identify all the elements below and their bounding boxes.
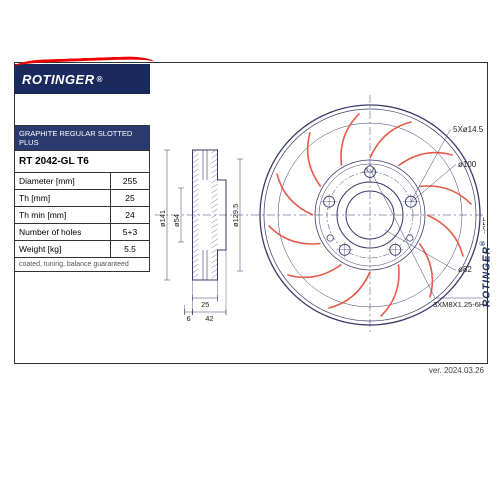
spec-table: GRAPHITE REGULAR SLOTTED PLUS RT 2042-GL… bbox=[14, 125, 150, 272]
svg-text:ø100: ø100 bbox=[458, 160, 477, 169]
product-line: GRAPHITE REGULAR SLOTTED PLUS bbox=[15, 126, 150, 151]
svg-text:5Xø14.5: 5Xø14.5 bbox=[453, 125, 484, 134]
brand-logo: ROTINGER ® bbox=[14, 64, 150, 94]
table-row: Number of holes5+3 bbox=[15, 224, 150, 241]
svg-text:42: 42 bbox=[205, 314, 213, 323]
svg-text:ø54: ø54 bbox=[172, 214, 181, 227]
table-row: Th [mm]25 bbox=[15, 190, 150, 207]
version-label: ver. 2024.03.26 bbox=[429, 366, 484, 375]
svg-text:ø255: ø255 bbox=[482, 216, 485, 235]
svg-text:ø82: ø82 bbox=[458, 265, 472, 274]
footnote: coated, tuning, balance guaranteed bbox=[15, 258, 150, 272]
brand-text: ROTINGER bbox=[22, 72, 95, 87]
svg-text:ø129.5: ø129.5 bbox=[231, 204, 240, 227]
svg-text:3XM8X1.25-6H: 3XM8X1.25-6H bbox=[433, 300, 484, 309]
svg-text:ø141: ø141 bbox=[158, 210, 167, 227]
svg-text:6: 6 bbox=[187, 314, 191, 323]
table-row: Diameter [mm]255 bbox=[15, 173, 150, 190]
svg-text:25: 25 bbox=[201, 300, 209, 309]
table-row: Weight [kg]5.5 bbox=[15, 241, 150, 258]
part-number: RT 2042-GL T6 bbox=[15, 151, 150, 173]
registered-mark: ® bbox=[97, 75, 103, 84]
table-row: Th min [mm]24 bbox=[15, 207, 150, 224]
brand-side-text: ROTINGER® bbox=[480, 240, 492, 307]
technical-drawing: 5Xø14.5 ø100 ø255 ø82 3XM8X1.25-6H ø141 ø54 ø12… bbox=[155, 80, 485, 350]
